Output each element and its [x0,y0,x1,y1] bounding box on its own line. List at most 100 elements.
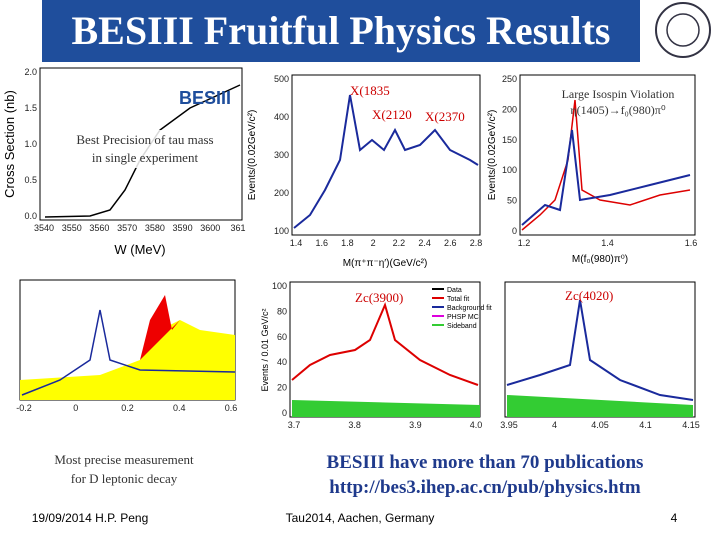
x-tick-label: 2.8 [470,238,483,248]
annotation: X(2120 [372,107,412,122]
publications: BESIII have more than 70 publications [327,452,644,473]
x-tick-label: 4.05 [591,420,609,430]
x-tick-label: 3570 [117,223,137,233]
panel-isospin: Large Isospin Violation η(1405)→f₀(980)π… [487,74,696,265]
y-tick-label: 400 [274,112,289,122]
footer-date-author: 19/09/2014 H.P. Peng [32,511,149,525]
note: Best Precision of tau mass [76,132,213,147]
x-tick-label: 4.0 [470,420,483,430]
x-tick-label: 1.4 [290,238,303,248]
panel-zc3900: Zc(3900) Events / 0.01 GeV/c² [260,281,481,418]
plot-frame [291,74,481,236]
x-tick-label: 2.4 [418,238,431,248]
y-tick-label: 250 [502,74,517,84]
y-tick-label: 0.5 [24,175,37,185]
x-tick-label: 4 [552,420,557,430]
x-tick-label: 3.7 [288,420,301,430]
curve [21,309,236,396]
x-tick-label: 1.8 [341,238,354,248]
y-tick-label: 40 [277,357,287,367]
y-label: Cross Section (nb) [2,90,17,198]
area [140,295,180,360]
y-tick-label: 100 [502,165,517,175]
x-tick-label: 2 [371,238,376,248]
x-label: M(f₀(980)π⁰) [572,254,628,265]
x-tick-label: 1.6 [685,238,698,248]
y-tick-label: 100 [272,281,287,291]
y-tick-label: 0 [512,226,517,236]
y-tick-label: 1.5 [24,103,37,113]
annotation: Large Isospin Violation [562,87,675,101]
x-tick-label: 3.9 [409,420,422,430]
plot-frame [504,281,696,418]
footer-event: Tau2014, Aachen, Germany [286,511,435,525]
y-tick-label: 500 [274,74,289,84]
x-tick-label: 0.6 [225,403,238,413]
curve [44,84,241,218]
y-tick-label: 300 [274,150,289,160]
legend-label: Sideband [447,323,477,330]
x-tick-label: 3590 [173,223,193,233]
y-tick-label: 50 [507,196,517,206]
legend-label: Data [447,287,462,294]
note: in single experiment [92,150,199,165]
x-tick-label: 0.4 [173,403,186,413]
y-tick-label: 2.0 [24,67,37,77]
x-tick-label: 0 [73,403,78,413]
x-tick-label: 4.1 [639,420,652,430]
y-tick-label: 100 [274,226,289,236]
x-tick-label: -0.2 [16,403,32,413]
area [292,400,480,417]
curve [506,299,694,401]
logo [655,2,711,58]
y-tick-label: 200 [274,188,289,198]
y-tick-label: 150 [502,135,517,145]
x-tick-label: 1.4 [601,238,614,248]
y-tick-label: 1.0 [24,139,37,149]
y-tick-label: 20 [277,383,287,393]
x-tick-label: 3.95 [500,420,518,430]
x-tick-label: 4.15 [682,420,700,430]
curve [521,129,691,226]
x-tick-label: 3600 [200,223,220,233]
x-tick-label: 1.6 [315,238,328,248]
panel-x1835: X(1835 X(2120 X(2370 Events/(0.02GeV/c²)… [247,74,481,269]
x-tick-label: 3540 [34,223,54,233]
area [20,320,235,400]
title: BESIII Fruitful Physics Results [72,8,611,53]
plot-frame [519,74,696,236]
x-tick-label: 2.2 [393,238,406,248]
publications-link: http://bes3.ihep.ac.cn/pub/physics.htm [329,477,641,498]
area [507,395,693,417]
annotation: Zc(4020) [565,288,613,303]
panel-tau-mass: Best Precision of tau mass in single exp… [2,67,243,257]
curve [293,94,479,229]
x-tick-label: 3580 [145,223,165,233]
title-bar [42,0,640,62]
annotation: η(1405)→f₀(980)π⁰ [570,103,665,117]
x-tick-label: 2.6 [444,238,457,248]
x-tick-label: 0.2 [121,403,134,413]
annotation: Zc(3900) [355,290,403,305]
y-tick-label: 0 [282,408,287,418]
x-label: M(π⁺π⁻η′)(GeV/c²) [343,258,428,269]
caption: for D leptonic decay [71,471,178,486]
x-tick-label: 361 [230,223,245,233]
panel-zc4020: Zc(4020) [504,281,696,418]
y-tick-label: 200 [502,104,517,114]
x-label: W (MeV) [114,242,165,257]
x-tick-label: 3550 [62,223,82,233]
y-label: Events / 0.01 GeV/c² [260,308,270,391]
legend-label: Total fit [447,296,469,303]
y-tick-label: 80 [277,306,287,316]
panel-d-leptonic: Most precise measurement for D leptonic … [19,279,236,486]
logo-text: BESIII [179,88,231,108]
y-tick-label: 0.0 [24,211,37,221]
legend-label: Background fit [447,305,492,312]
y-label: Events/(0.02GeV/c²) [247,110,258,201]
x-tick-label: 1.2 [518,238,531,248]
annotation: X(2370 [425,109,465,124]
y-tick-label: 60 [277,332,287,342]
y-label: Events/(0.02GeV/c²) [487,110,498,201]
